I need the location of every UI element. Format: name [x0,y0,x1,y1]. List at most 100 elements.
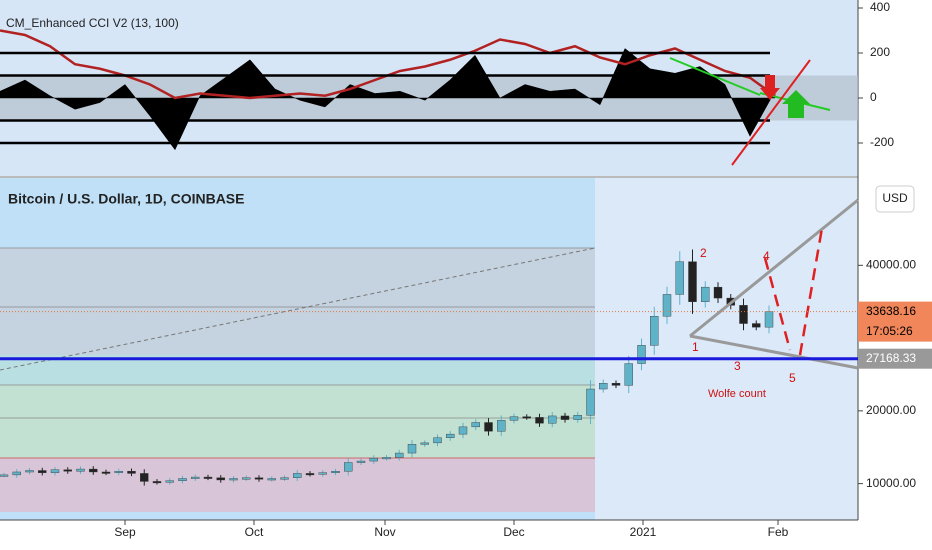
countdown: 17:05:26 [866,324,913,338]
up-arrow [782,90,810,118]
wolfe-projection [798,227,824,356]
candle [267,478,276,481]
candle [458,426,468,435]
price-badge [858,301,932,342]
candle [624,363,633,386]
candle [599,383,608,390]
y-tick-label: 0 [870,90,877,104]
price-label: 33638.16 [866,304,916,318]
candle [522,416,531,419]
x-tick-label: 2021 [630,525,657,539]
zone [0,458,595,512]
candle [114,471,123,473]
right-zone [595,178,858,520]
candle [509,416,519,421]
candle [382,457,391,460]
y-tick-label: 20000.00 [866,403,916,417]
candle [127,471,136,474]
candle [650,316,659,346]
candle [293,473,302,478]
candle [675,261,684,295]
candle [356,460,366,463]
candle [229,478,238,481]
candle [573,415,582,420]
candle [318,472,327,475]
candle [535,417,544,424]
x-tick-label: Feb [768,525,789,539]
candle [662,294,672,317]
zone [0,248,595,355]
candle [752,323,761,328]
candle [497,420,506,432]
wave-label: 2 [700,246,707,260]
candle [560,415,570,420]
pane-divider [0,176,858,178]
candle [637,345,646,364]
candle [484,422,493,432]
candle [38,470,47,473]
candle [203,476,213,479]
candle [446,433,455,438]
candle [165,480,174,483]
level-badge [858,348,932,369]
candle [688,261,697,302]
candle [50,469,60,473]
candle [254,477,264,480]
cci-trendline [669,57,761,96]
currency[interactable]: USD [882,191,908,205]
candle [280,477,289,480]
candle [89,468,98,473]
wolfe-line [689,334,859,370]
wave-label: 3 [734,359,741,373]
price-axis [858,0,932,550]
candle [420,442,429,445]
trend-dashed [0,247,596,371]
level-label: 27168.33 [866,351,916,365]
candle [433,437,442,444]
candle [764,311,774,328]
x-tick-label: Dec [503,525,524,539]
wolfe-projection [763,257,792,351]
cci-trendline [731,59,811,166]
wave-label: 4 [763,249,770,263]
wave-label: 1 [692,340,699,354]
y-tick-label: 10000.00 [866,476,916,490]
candle [76,468,85,472]
candle [191,476,200,479]
candle [611,383,621,386]
candle [369,457,378,462]
candle [178,478,187,481]
wave-label: 5 [789,371,796,385]
currency-button[interactable] [875,185,915,213]
wolfe-line [689,198,859,338]
x-tick-label: Nov [374,525,395,539]
candle [101,471,111,474]
candle [739,305,748,324]
candle [344,462,353,472]
y-tick-label: 200 [870,45,890,59]
y-tick-label: 400 [870,0,890,14]
candle [586,388,595,416]
x-tick-label: Oct [245,525,264,539]
time-axis [0,520,858,550]
candle [395,452,404,458]
zone-lines [0,247,595,459]
y-tick-label: -200 [870,135,894,149]
candle [242,477,251,480]
candle [216,477,225,481]
candle [701,286,710,302]
candle [25,470,34,473]
price-title: Bitcoin / U.S. Dollar, 1D, COINBASE [8,191,244,207]
x-tick-label: Sep [114,525,136,539]
candle [471,422,480,428]
candle [548,415,557,424]
y-tick-label: 40000.00 [866,257,916,271]
zone [0,385,595,458]
candle [140,473,149,482]
candle [305,473,315,476]
wave-caption: Wolfe count [708,388,766,400]
candle [63,469,72,472]
candle [152,481,162,484]
candle [713,286,723,299]
